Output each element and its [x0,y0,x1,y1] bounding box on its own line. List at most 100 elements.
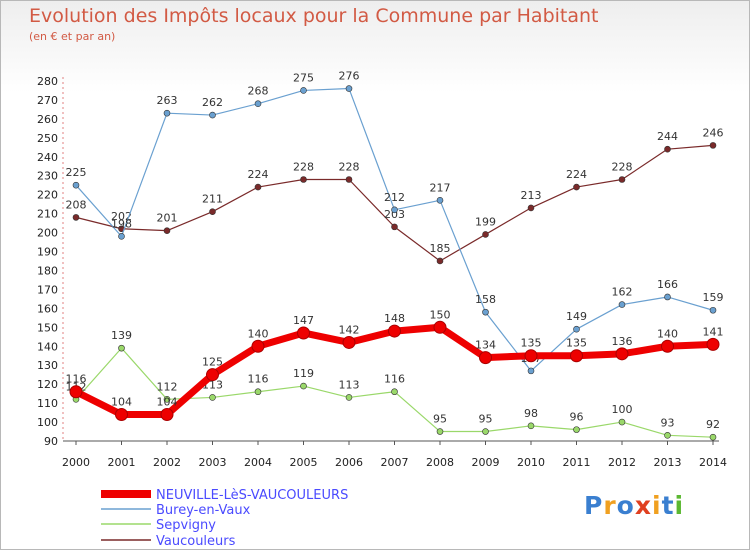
data-point [209,394,216,401]
data-label: 112 [157,380,178,393]
y-tick-label: 130 [37,359,58,372]
data-point [479,351,492,365]
x-tick-label: 2008 [426,456,454,469]
legend-label: Vaucouleurs [156,534,236,549]
data-label: 203 [384,208,405,221]
data-label: 141 [703,325,724,338]
y-tick-label: 140 [37,340,58,353]
data-label: 104 [111,395,132,408]
data-label: 244 [657,130,678,143]
data-label: 134 [475,339,496,352]
data-label: 225 [66,166,87,179]
data-label: 246 [703,126,724,139]
logo-letter: i [652,491,662,520]
data-point [573,325,580,333]
data-point [709,306,717,314]
data-point [209,111,216,119]
data-point [436,257,444,265]
data-label: 224 [248,168,269,181]
x-tick-label: 2013 [654,456,682,469]
data-label: 149 [566,310,587,323]
x-tick-label: 2007 [381,456,409,469]
logo-letter: o [616,491,635,520]
x-tick-label: 2000 [62,456,90,469]
data-point [163,109,171,117]
data-point [482,308,489,316]
logo-letter: x [634,491,652,520]
y-tick-label: 200 [37,227,58,240]
data-point [254,388,262,396]
y-tick-label: 250 [37,132,58,145]
data-point [618,418,626,426]
y-tick-label: 170 [37,283,58,296]
data-point [300,382,307,390]
data-point [297,326,310,340]
data-point [118,233,125,240]
data-label: 228 [293,160,314,173]
data-label: 212 [384,191,405,204]
data-label: 228 [339,160,360,173]
data-label: 140 [657,327,678,340]
data-label: 150 [430,308,451,321]
data-point [482,428,489,435]
data-point [618,176,626,183]
proxiti-logo: Proxiti [584,491,684,520]
data-label: 159 [703,291,724,304]
logo-letter: r [603,491,617,520]
data-point [342,335,356,349]
data-point [300,176,307,183]
data-label: 147 [293,314,314,327]
data-point [163,227,171,234]
data-point [345,176,353,183]
y-tick-label: 90 [44,435,58,448]
data-point [618,301,626,308]
data-label: 202 [111,210,132,223]
x-tick-label: 2001 [108,456,136,469]
data-label: 224 [566,168,587,181]
data-point [118,344,125,352]
data-point [573,426,580,433]
data-label: 263 [157,94,178,107]
data-label: 135 [521,337,542,350]
data-label: 148 [384,312,405,325]
data-label: 262 [202,96,223,109]
data-label: 198 [111,217,132,230]
y-tick-label: 180 [37,264,58,277]
legend-label: Burey-en-Vaux [156,503,251,518]
data-point [160,407,174,421]
data-point [206,368,219,382]
y-tick-label: 100 [37,416,58,429]
data-point [251,339,265,353]
y-tick-label: 270 [37,94,58,107]
data-point [615,347,629,361]
data-point [254,183,262,191]
data-label: 213 [521,189,542,202]
x-tick-label: 2004 [244,456,272,469]
x-tick-label: 2011 [563,456,591,469]
data-label: 166 [657,278,678,291]
data-point [391,223,398,231]
y-tick-label: 190 [37,246,58,259]
data-point [664,432,671,439]
data-label: 116 [384,373,405,386]
data-point [482,231,489,238]
data-point [527,367,535,375]
data-point [391,388,398,396]
data-label: 201 [157,212,178,225]
data-label: 217 [430,181,451,194]
data-label: 276 [339,70,360,83]
data-point [573,183,580,191]
data-label: 199 [475,215,496,228]
legend-label: Sepvigny [156,518,216,533]
data-label: 100 [612,403,633,416]
data-label: 98 [524,407,538,420]
logo-letter: t [661,491,675,520]
x-tick-label: 2014 [699,456,727,469]
data-label: 95 [479,413,493,426]
data-point [709,433,717,441]
data-label: 93 [661,416,675,429]
data-label: 185 [430,242,451,255]
x-tick-label: 2009 [472,456,500,469]
chart-title: Evolution des Impôts locaux pour la Comm… [29,5,599,27]
